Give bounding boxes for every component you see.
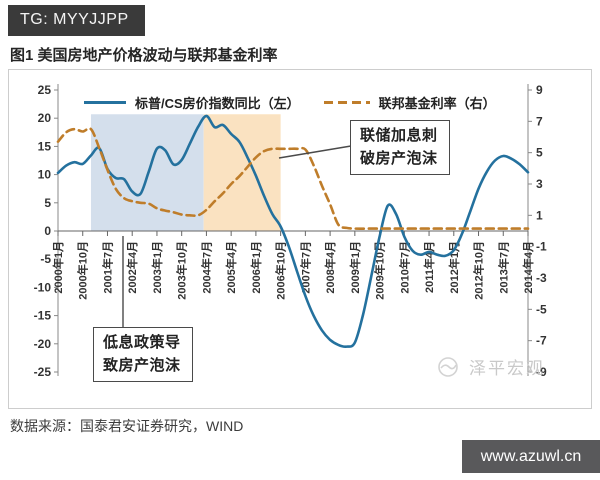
watermark-text: 泽平宏观 — [469, 359, 545, 378]
right-axis-tick-label: -5 — [536, 302, 547, 316]
chart-title: 图1 美国房地产价格波动与联邦基金利率 — [10, 47, 278, 64]
price-rate-chart: 25 20 15 10 5 0 -5 -10 -15 -20 -25 9 7 5 3 1 -1 -3 -5 -7 -9 2… — [34, 83, 547, 379]
left-axis-tick-label: 15 — [38, 139, 52, 153]
x-axis-tick-label: 2006年1月 — [249, 241, 263, 294]
x-axis-tick-label: 2007年7月 — [298, 241, 312, 294]
left-axis-tick-label: -20 — [34, 337, 52, 351]
x-axis-tick-label: 2002年4月 — [125, 241, 139, 294]
x-axis-tick-label: 2000年10月 — [76, 241, 90, 300]
left-axis-tick-label: 0 — [44, 224, 51, 238]
legend-label-price: 标普/CS房价指数同比（左） — [135, 96, 300, 111]
left-axis-tick-label: -10 — [34, 280, 52, 294]
x-axis-tick-label: 2003年1月 — [150, 241, 164, 294]
x-axis-tick-label: 2003年10月 — [175, 241, 189, 300]
right-axis-tick-label: -7 — [536, 334, 547, 348]
left-axis-tick-label: 5 — [44, 196, 51, 210]
x-axis-tick-label: 2012年10月 — [472, 241, 486, 300]
right-axis-tick-label: 9 — [536, 83, 543, 97]
legend-item-price-series: 标普/CS房价指数同比（左） — [84, 93, 300, 112]
left-axis-tick-label: 20 — [38, 111, 52, 125]
right-axis-tick-label: 3 — [536, 177, 543, 191]
x-axis-tick-label: 2013年7月 — [496, 241, 510, 294]
x-axis-tick-label: 2004年7月 — [199, 241, 213, 294]
right-axis-tick-label: -1 — [536, 240, 547, 254]
x-axis-tick-label: 2009年1月 — [348, 241, 362, 294]
callout-line-fed-hike — [278, 145, 352, 159]
right-axis-tick-label: 1 — [536, 208, 543, 222]
legend-item-rate-series: 联邦基金利率（右） — [323, 93, 496, 112]
annotation-fed-hike-box: 联储加息刺破房产泡沫 — [350, 120, 450, 175]
dashed-line-swatch-icon — [323, 101, 370, 104]
site-badge: www.azuwl.cn — [462, 440, 600, 473]
data-source: 数据来源：国泰君安证券研究，WIND — [10, 418, 244, 434]
solid-line-swatch-icon — [84, 101, 126, 104]
x-axis-tick-label: 2001年7月 — [100, 241, 114, 294]
watermark: 泽平宏观 — [436, 354, 545, 379]
right-axis-tick-label: 7 — [536, 114, 543, 128]
annotation-low-rate-box: 低息政策导致房产泡沫 — [93, 327, 193, 382]
x-axis-tick-label: 2009年10月 — [373, 241, 387, 300]
right-axis-tick-label: 5 — [536, 146, 543, 160]
left-axis-tick-label: 25 — [38, 83, 52, 97]
tg-badge: TG: MYYJJPP — [8, 5, 145, 36]
left-axis-tick-label: -25 — [34, 365, 52, 379]
x-axis-tick-label: 2008年4月 — [323, 241, 337, 294]
x-axis-tick-label: 2011年4月 — [422, 241, 436, 293]
x-axis-tick-label: 2000年1月 — [51, 241, 65, 294]
x-axis-tick-label: 2005年4月 — [224, 241, 238, 294]
right-axis-tick-label: -3 — [536, 271, 547, 285]
right-axis-tick-label: -9 — [536, 365, 547, 379]
watermark-logo-icon — [438, 356, 458, 377]
x-axis-tick-label: 2006年10月 — [274, 241, 288, 300]
left-axis: 25 20 15 10 5 0 -5 -10 -15 -20 -25 — [34, 83, 59, 379]
x-axis-tick-label: 2014年4月 — [521, 241, 535, 294]
left-axis-tick-label: -5 — [40, 252, 51, 266]
x-axis-tick-label: 2010年7月 — [397, 241, 411, 294]
series-line-0 — [56, 114, 530, 348]
chart-legend: 标普/CS房价指数同比（左） 联邦基金利率（右） — [84, 93, 496, 112]
left-axis-tick-label: -15 — [34, 309, 52, 323]
left-axis-tick-label: 10 — [38, 168, 52, 182]
right-axis: 9 7 5 3 1 -1 -3 -5 -7 -9 — [527, 83, 547, 379]
legend-label-rate: 联邦基金利率（右） — [378, 96, 496, 111]
